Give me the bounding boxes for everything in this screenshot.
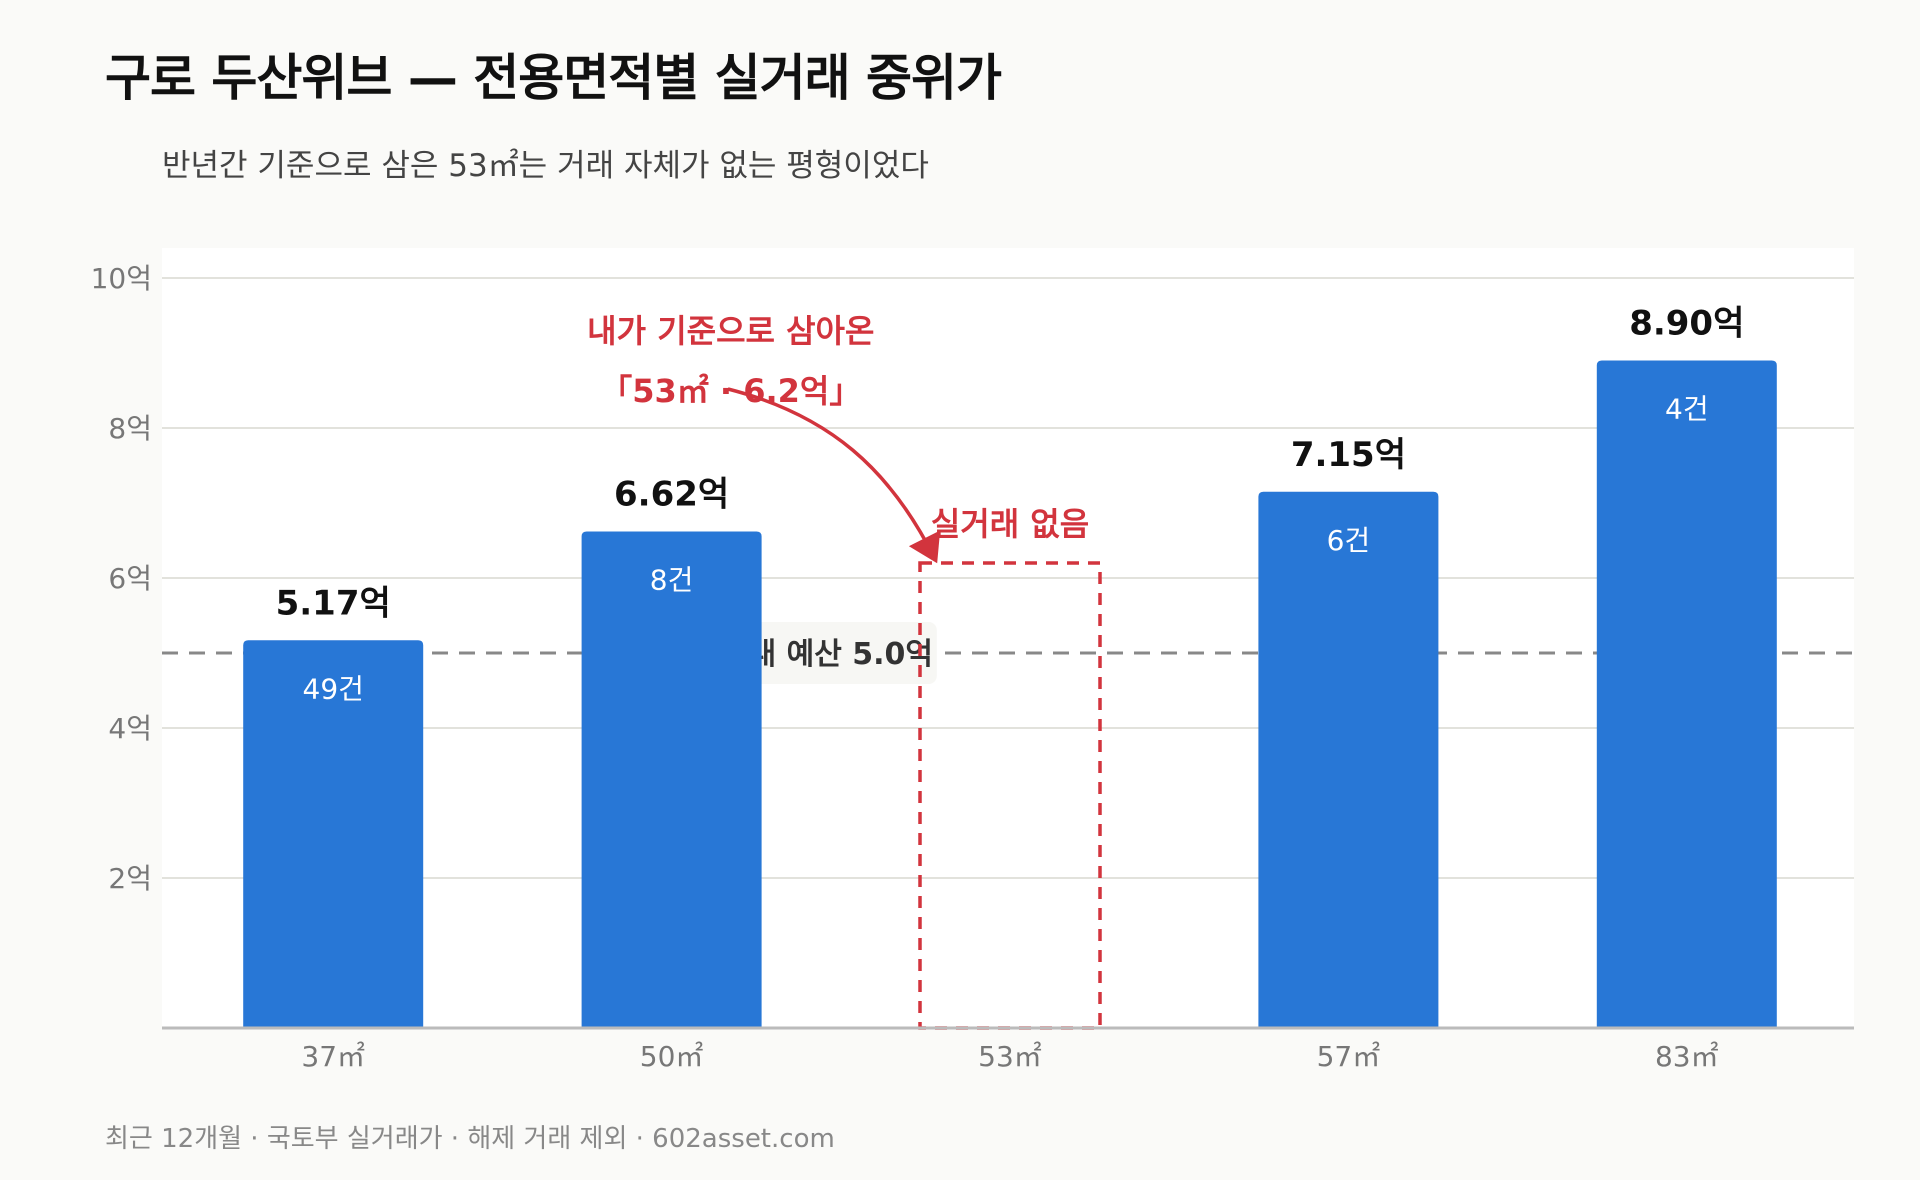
x-tick-label: 57㎡ [1317,1040,1381,1073]
count-label: 4건 [1665,393,1709,426]
budget-label-box [744,622,937,684]
y-tick-label: 8억 [108,412,152,445]
value-label: 8.90억 [1629,304,1744,344]
count-label: 6건 [1327,524,1371,557]
axes: 2억 4억 6억 8억 10억 37㎡ 50㎡ 53㎡ 57㎡ 83㎡ [91,262,1854,1073]
note-line: 내가 기준으로 삼아온 [587,312,874,350]
x-tick-label: 50㎡ [640,1040,704,1073]
x-tick-label: 83㎡ [1655,1040,1719,1073]
value-label: 7.15억 [1291,435,1406,475]
annotation-arrow [727,387,941,564]
budget-reference: 내 예산 5.0억 [162,622,1854,684]
chart-title: 구로 두산위브 — 전용면적별 실거래 중위가 [105,49,1002,107]
plot-background [162,248,1854,1028]
source-note: 최근 12개월 · 국토부 실거래가 · 해제 거래 제외 · 602asset… [105,1124,835,1154]
count-label: 49건 [303,672,364,705]
bar [581,531,762,1028]
y-tick-label: 4억 [108,712,152,745]
bar [1596,360,1777,1028]
bars: 5.17억 49건 6.62억 8건 7.15억 6건 8.90억 4건 [243,304,1777,1030]
count-label: 8건 [650,564,694,597]
y-tick-label: 10억 [91,262,152,295]
x-tick-label: 37㎡ [301,1040,365,1073]
chart-subtitle: 반년간 기준으로 삼은 53㎡는 거래 자체가 없는 평형이었다 [162,148,929,184]
budget-label: 내 예산 5.0억 [749,637,933,672]
value-label: 5.17억 [276,583,391,623]
x-tick-label: 53㎡ [978,1040,1042,1073]
y-tick-label: 2억 [108,862,152,895]
y-tick-label: 6억 [108,562,152,595]
bar [1258,491,1439,1028]
value-label: 6.62억 [614,475,729,515]
gridlines [162,277,1854,879]
no-transaction-label: 실거래 없음 [931,505,1089,543]
bar [243,640,424,1028]
